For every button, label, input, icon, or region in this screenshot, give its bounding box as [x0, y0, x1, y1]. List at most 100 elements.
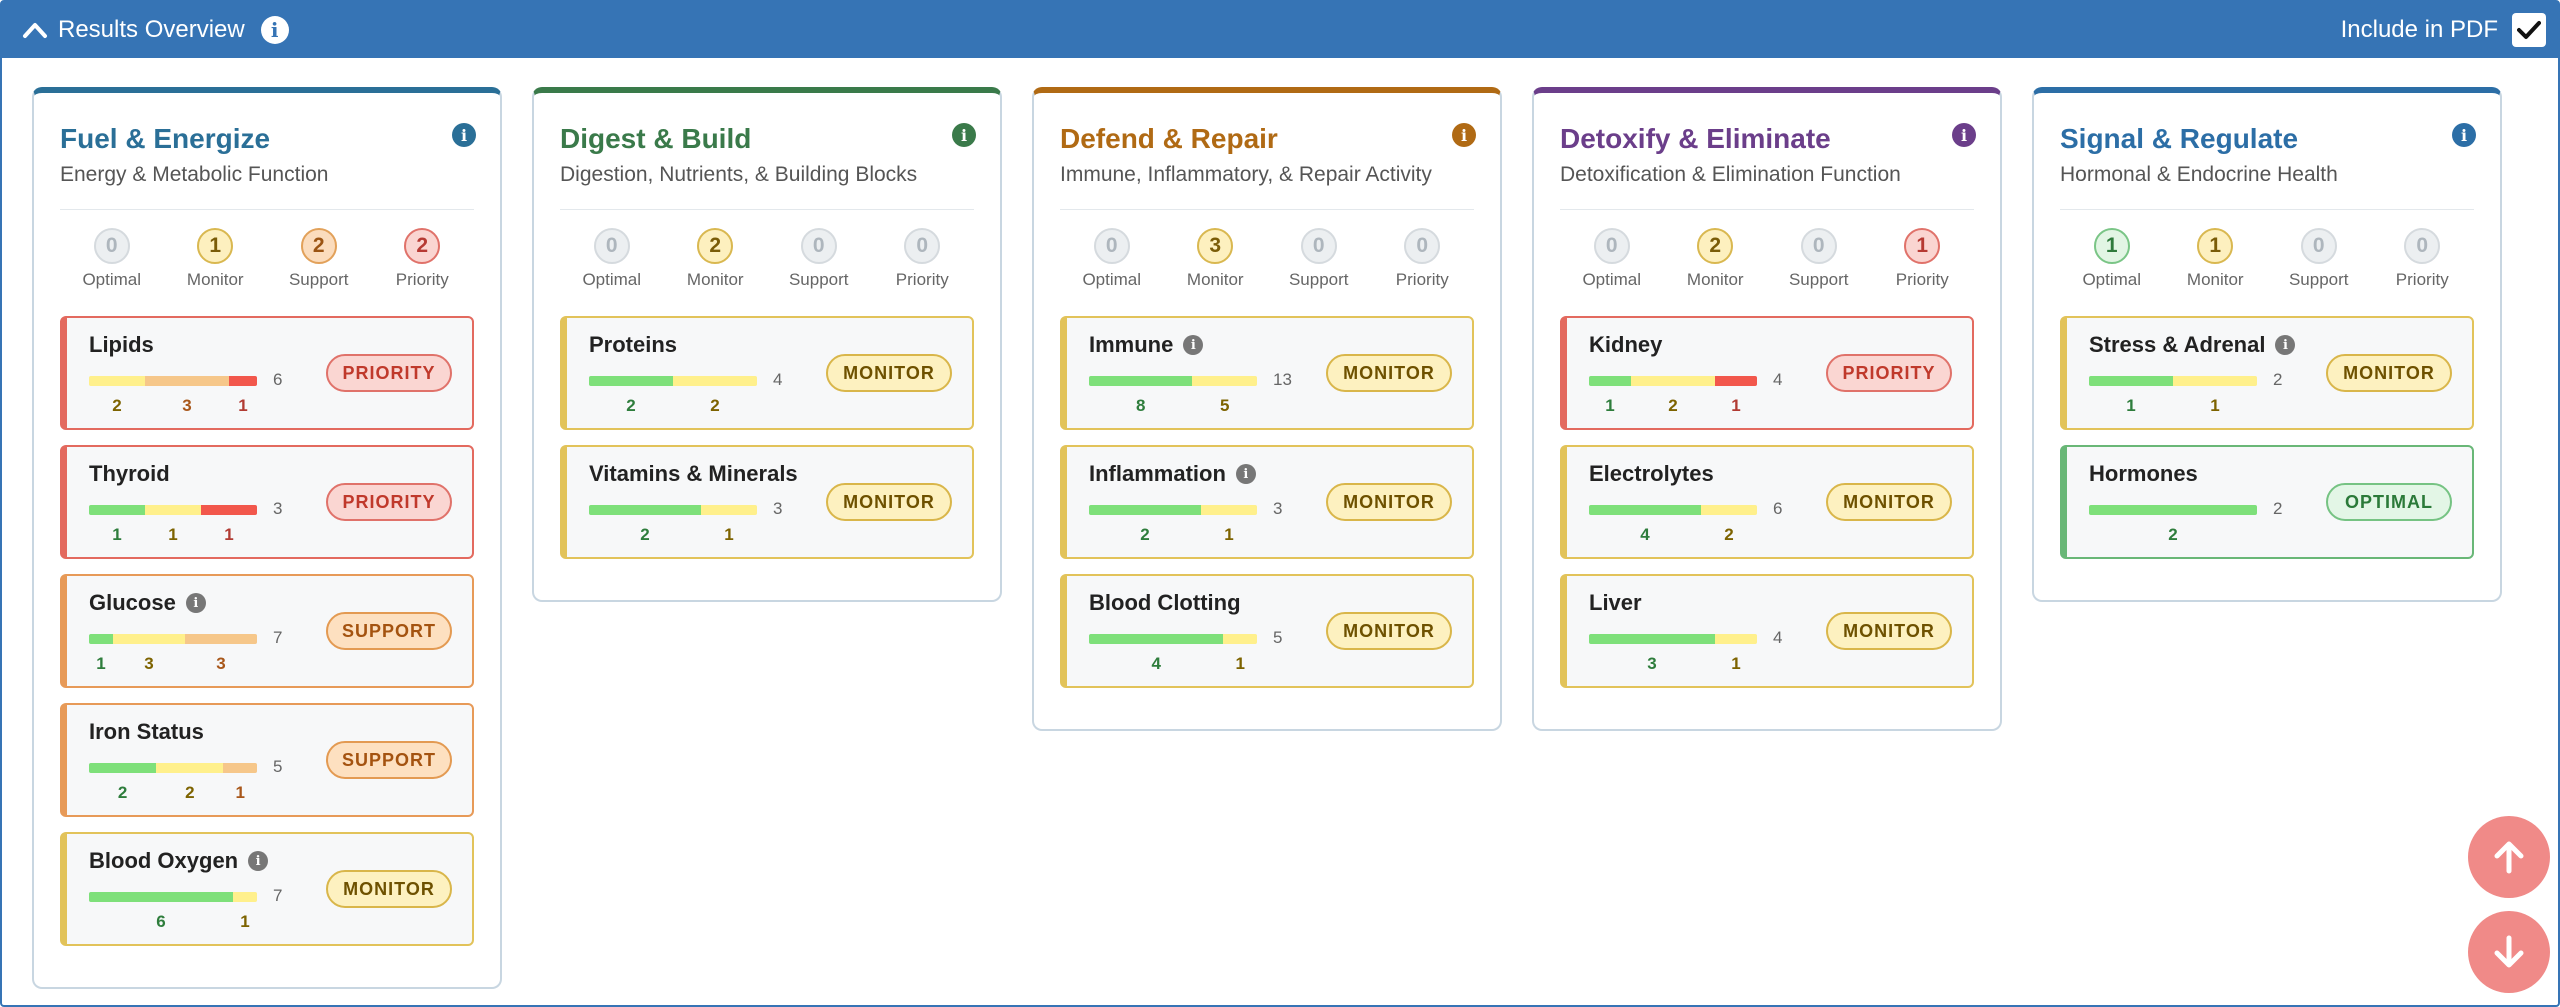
result-card[interactable]: Blood Oxygen i 7 6 1 MONITOR — [60, 832, 474, 946]
result-card[interactable]: Stress & Adrenal i 2 1 1 MONITOR — [2060, 316, 2474, 430]
panel-header[interactable]: Results Overview i Include in PDF — [2, 2, 2558, 58]
count-circle: 1 — [1904, 228, 1941, 264]
biomarker-total: 5 — [1273, 628, 1283, 647]
segment-count: 2 — [112, 396, 122, 415]
info-icon[interactable]: i — [952, 123, 976, 147]
result-card[interactable]: Inflammation i 3 2 1 MONITOR — [1060, 445, 1474, 559]
distribution-bar — [89, 505, 257, 515]
segment-count: 2 — [1668, 396, 1678, 415]
scroll-down-button[interactable] — [2468, 911, 2550, 993]
distribution-bar — [89, 376, 257, 386]
segment-count: 4 — [1151, 654, 1161, 673]
arrow-up-icon — [2494, 841, 2524, 874]
count-label: Monitor — [686, 270, 744, 289]
status-count-monitor: 2 Monitor — [1665, 228, 1765, 290]
segment-count: 1 — [1235, 654, 1245, 673]
segment-count: 1 — [96, 654, 106, 673]
result-card[interactable]: Hormones 2 2 OPTIMAL — [2060, 445, 2474, 559]
card-name: Stress & Adrenal — [2089, 332, 2266, 357]
bar-segment — [89, 376, 145, 386]
result-card[interactable]: Electrolytes 6 4 2 MONITOR — [1560, 445, 1974, 559]
result-card[interactable]: Glucose i 7 1 3 3 SUPPORT — [60, 574, 474, 688]
info-icon[interactable]: i — [260, 16, 289, 44]
count-circle: 1 — [197, 228, 234, 264]
segment-count: 1 — [238, 396, 248, 415]
count-label: Priority — [895, 270, 949, 289]
divider — [2060, 209, 2474, 210]
result-card[interactable]: Iron Status 5 2 2 1 SUPPORT — [60, 703, 474, 817]
status-badge[interactable]: MONITOR — [826, 354, 952, 392]
status-badge[interactable]: PRIORITY — [326, 483, 452, 521]
info-icon[interactable]: i — [2275, 335, 2296, 355]
info-icon[interactable]: i — [1952, 123, 1976, 147]
group-title: Defend & Repair — [1060, 123, 1278, 154]
biomarker-total: 6 — [1773, 499, 1783, 518]
status-badge[interactable]: MONITOR — [1326, 354, 1452, 392]
result-card[interactable]: Vitamins & Minerals 3 2 1 MONITOR — [560, 445, 974, 559]
info-icon[interactable]: i — [248, 851, 269, 871]
bar-segment — [1701, 505, 1757, 515]
card-name-row: Thyroid — [89, 461, 170, 487]
bar-segment — [1089, 634, 1224, 644]
group-subtitle: Detoxification & Elimination Function — [1560, 163, 1901, 186]
info-icon[interactable]: i — [1452, 123, 1476, 147]
bar-segment — [589, 505, 701, 515]
result-card[interactable]: Lipids 6 2 3 1 PRIORITY — [60, 316, 474, 430]
bar-segment — [1715, 634, 1757, 644]
status-count-support: 2 Support — [269, 228, 369, 290]
bar-segment — [233, 892, 257, 902]
status-count-support: 0 Support — [2269, 228, 2369, 290]
distribution-bar — [2089, 376, 2257, 386]
count-label: Monitor — [2186, 270, 2244, 289]
chevron-up-icon[interactable] — [22, 20, 48, 40]
count-label: Monitor — [1186, 270, 1244, 289]
status-badge[interactable]: OPTIMAL — [2326, 483, 2452, 521]
result-card[interactable]: Proteins 4 2 2 MONITOR — [560, 316, 974, 430]
status-count-optimal: 1 Optimal — [2062, 228, 2162, 290]
status-badge[interactable]: MONITOR — [326, 870, 452, 908]
biomarker-total: 3 — [773, 499, 783, 518]
count-circle: 2 — [404, 228, 441, 264]
group-subtitle: Energy & Metabolic Function — [60, 163, 329, 186]
status-badge[interactable]: MONITOR — [2326, 354, 2452, 392]
bar-segment — [2089, 505, 2257, 515]
category-group: Signal & Regulate Hormonal & Endocrine He… — [2032, 87, 2502, 602]
include-pdf-checkbox[interactable] — [2512, 13, 2546, 47]
status-badge[interactable]: MONITOR — [1326, 612, 1452, 650]
status-badge[interactable]: MONITOR — [1326, 483, 1452, 521]
status-badge[interactable]: MONITOR — [1826, 612, 1952, 650]
status-counts: 0 Optimal 2 Monitor 0 Support 0 Priority — [560, 228, 974, 290]
status-badge[interactable]: SUPPORT — [326, 612, 452, 650]
status-count-priority: 0 Priority — [872, 228, 972, 290]
status-count-optimal: 0 Optimal — [1562, 228, 1662, 290]
card-name-row: Electrolytes — [1589, 461, 1714, 487]
status-counts: 0 Optimal 1 Monitor 2 Support 2 Priority — [60, 228, 474, 290]
status-badge[interactable]: MONITOR — [826, 483, 952, 521]
status-badge[interactable]: PRIORITY — [326, 354, 452, 392]
segment-count: 1 — [112, 525, 122, 544]
distribution-bar — [1089, 376, 1257, 386]
count-label: Optimal — [1582, 270, 1642, 289]
card-name: Inflammation — [1089, 461, 1226, 486]
info-icon[interactable]: i — [185, 593, 206, 613]
card-name: Kidney — [1589, 332, 1663, 357]
info-icon[interactable]: i — [2452, 123, 2476, 147]
bar-segment — [1223, 634, 1257, 644]
info-icon[interactable]: i — [1235, 464, 1256, 484]
status-badge[interactable]: MONITOR — [1826, 483, 1952, 521]
bar-segment — [201, 505, 257, 515]
info-icon[interactable]: i — [452, 123, 476, 147]
result-card[interactable]: Kidney 4 1 2 1 PRIORITY — [1560, 316, 1974, 430]
status-badge[interactable]: SUPPORT — [326, 741, 452, 779]
segment-count: 4 — [1640, 525, 1650, 544]
count-circle: 2 — [300, 228, 337, 264]
result-card[interactable]: Immune i 13 8 5 MONITOR — [1060, 316, 1474, 430]
result-card[interactable]: Thyroid 3 1 1 1 PRIORITY — [60, 445, 474, 559]
bar-segment — [156, 763, 224, 773]
info-icon[interactable]: i — [1183, 335, 1204, 355]
scroll-up-button[interactable] — [2468, 816, 2550, 898]
status-badge[interactable]: PRIORITY — [1826, 354, 1952, 392]
count-label: Support — [1288, 270, 1349, 289]
result-card[interactable]: Blood Clotting 5 4 1 MONITOR — [1060, 574, 1474, 688]
result-card[interactable]: Liver 4 3 1 MONITOR — [1560, 574, 1974, 688]
